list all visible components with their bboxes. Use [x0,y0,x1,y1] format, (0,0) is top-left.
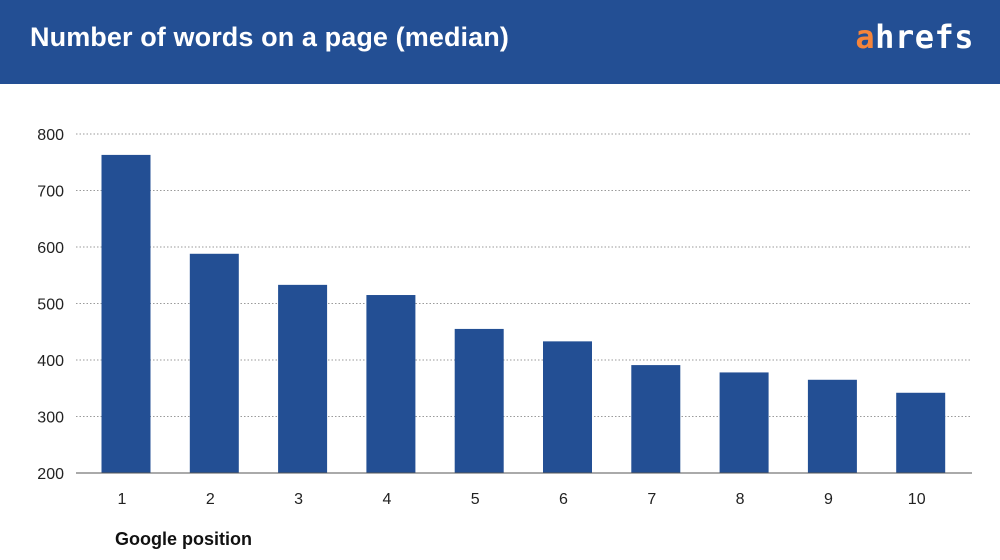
y-tick-label: 500 [37,297,64,314]
x-tick-label: 9 [824,491,833,508]
x-tick-label: 8 [736,491,745,508]
bar-chart: 800 700 600 500 400 300 200 1 2 3 4 5 6 7 8 9 10 Google… [37,127,972,549]
bar-position-8 [719,372,769,473]
bar-position-4 [366,295,416,473]
y-tick-label: 600 [37,240,64,257]
x-tick-label: 7 [647,491,656,508]
x-tick-label: 5 [471,491,480,508]
bars [101,154,946,473]
y-tick-label: 200 [37,466,64,483]
ahrefs-logo: ahrefs [855,18,974,56]
y-tick-label: 800 [37,127,64,144]
x-axis-label: Google position [115,529,252,549]
logo-accent-letter: a [855,18,876,56]
x-tick-label: 1 [118,491,127,508]
y-tick-label: 300 [37,410,64,427]
y-tick-label: 400 [37,353,64,370]
x-tick-label: 4 [382,491,391,508]
chart-title: Number of words on a page (median) [30,22,509,52]
y-axis: 800 700 600 500 400 300 200 [37,127,64,483]
bar-position-1 [101,154,151,473]
logo-text: hrefs [875,18,974,56]
y-tick-label: 700 [37,184,64,201]
bar-position-6 [543,341,592,473]
x-tick-label: 3 [294,491,303,508]
bar-position-10 [896,392,946,473]
header-bar: Number of words on a page (median) ahref… [0,0,1000,84]
x-tick-label: 6 [559,491,568,508]
x-axis: 1 2 3 4 5 6 7 8 9 10 [76,472,972,508]
x-tick-label: 10 [908,491,926,508]
bar-position-5 [454,328,504,473]
bar-position-7 [631,365,681,473]
bar-position-9 [807,379,857,473]
x-tick-label: 2 [206,491,215,508]
bar-position-2 [189,253,239,473]
bar-position-3 [278,284,328,473]
